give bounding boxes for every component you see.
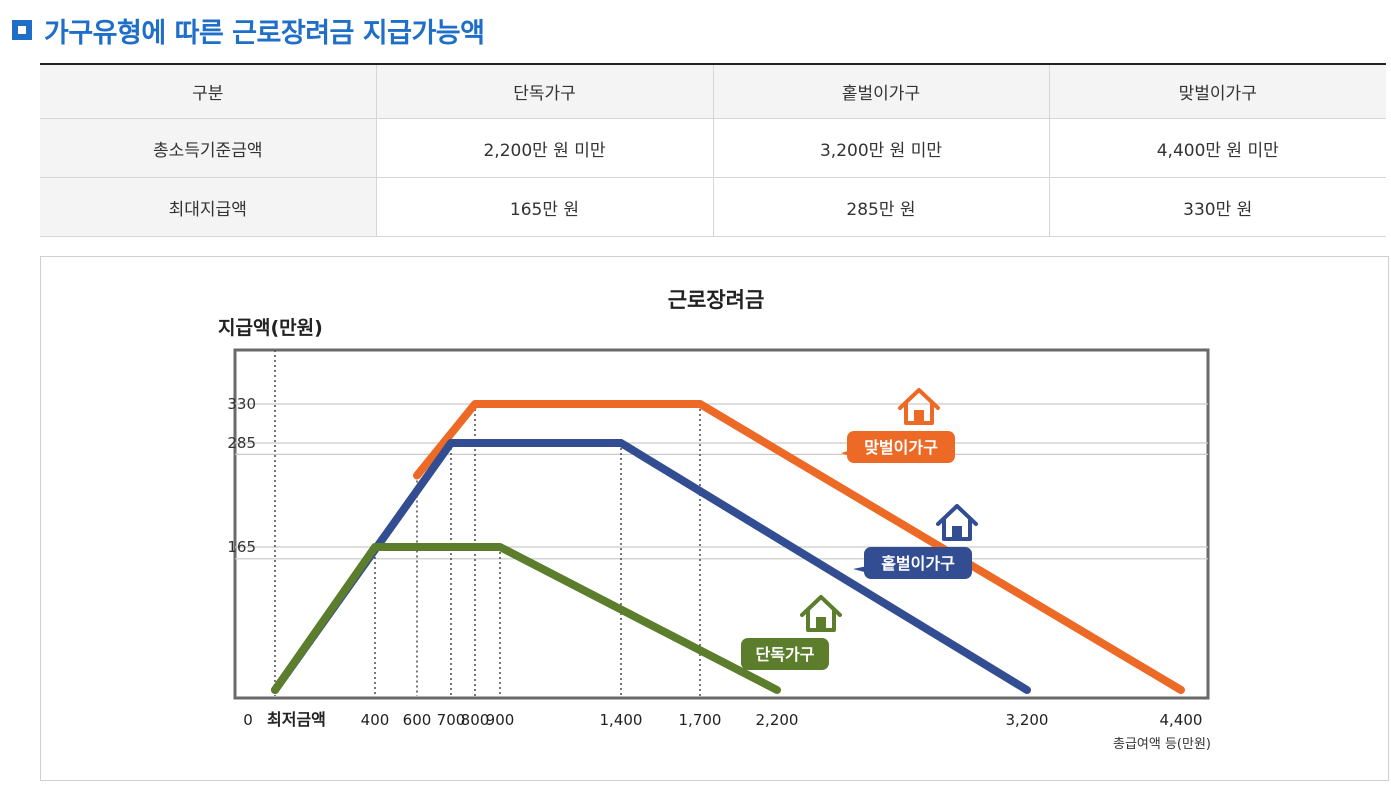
table-cell: 4,400만 원 미만 xyxy=(1048,118,1386,178)
x-tick-label: 800 xyxy=(461,711,490,729)
table-cell: 3,200만 원 미만 xyxy=(712,118,1049,178)
table-header-row: 구분 단독가구 홑벌이가구 맞벌이가구 xyxy=(40,64,1386,119)
table-header-cell: 단독가구 xyxy=(375,64,713,119)
series-label-bubble xyxy=(741,638,829,670)
x-tick-label: 2,200 xyxy=(756,711,799,729)
table-header-cell: 홑벌이가구 xyxy=(712,64,1049,119)
house-icon xyxy=(800,595,842,632)
line-chart: 근로장려금 지급액(만원) 총급여액 등(만원) 330 285 165 0 최저금액 4… xyxy=(218,288,1211,752)
house-icon-door xyxy=(914,410,924,423)
eligibility-table: 구분 단독가구 홑벌이가구 맞벌이가구 총소득기준금액 2,200만 원 미만 … xyxy=(40,63,1386,237)
y-tick-label: 285 xyxy=(227,434,256,452)
house-icon-door xyxy=(816,617,826,630)
y-tick-label: 330 xyxy=(227,395,256,413)
table-cell: 285만 원 xyxy=(712,177,1049,237)
plot-frame xyxy=(233,348,1210,700)
chart-container: 근로장려금 지급액(만원) 총급여액 등(만원) 330 285 165 0 최저금액 4… xyxy=(40,256,1389,781)
series-label-bubble xyxy=(847,431,955,463)
table-cell: 2,200만 원 미만 xyxy=(375,118,713,178)
y-tick-label: 165 xyxy=(227,538,256,556)
y-axis-label: 지급액(만원) xyxy=(218,317,323,339)
house-icon xyxy=(936,504,978,541)
x-tick-label: 최저금액 xyxy=(267,710,326,729)
table-cell: 330만 원 xyxy=(1048,177,1386,237)
table-row-label: 최대지급액 xyxy=(40,177,376,237)
series-label: 단독가구 xyxy=(756,645,815,664)
x-tick-label: 1,400 xyxy=(600,711,643,729)
x-tick-label: 700 xyxy=(437,711,466,729)
x-axis-label: 총급여액 등(만원) xyxy=(1113,737,1211,752)
table-cell: 165만 원 xyxy=(375,177,713,237)
square-bullet-icon xyxy=(12,20,32,40)
table-row-label: 총소득기준금액 xyxy=(40,118,376,178)
series-label-bubble xyxy=(864,547,972,579)
table-header-cell: 맞벌이가구 xyxy=(1048,64,1386,119)
table-row: 총소득기준금액 2,200만 원 미만 3,200만 원 미만 4,400만 원… xyxy=(40,118,1386,178)
house-icon-door xyxy=(952,526,962,539)
section-heading: 가구유형에 따른 근로장려금 지급가능액 xyxy=(12,10,485,50)
table-row: 최대지급액 165만 원 285만 원 330만 원 xyxy=(40,177,1386,237)
chart-title: 근로장려금 xyxy=(668,288,765,312)
house-icon xyxy=(898,388,940,425)
series-line xyxy=(271,542,781,694)
series-label: 맞벌이가구 xyxy=(864,438,938,457)
x-tick-label: 3,200 xyxy=(1006,711,1049,729)
series-line xyxy=(413,399,1185,694)
x-tick-label: 4,400 xyxy=(1160,711,1203,729)
x-tick-label: 0 xyxy=(243,711,253,729)
x-tick-label: 600 xyxy=(403,711,432,729)
x-tick-label: 1,700 xyxy=(679,711,722,729)
series-label: 홑벌이가구 xyxy=(881,554,955,573)
page-title: 가구유형에 따른 근로장려금 지급가능액 xyxy=(44,17,485,49)
table-header-cell: 구분 xyxy=(40,64,376,119)
x-tick-label: 900 xyxy=(486,711,515,729)
x-tick-label: 400 xyxy=(361,711,390,729)
